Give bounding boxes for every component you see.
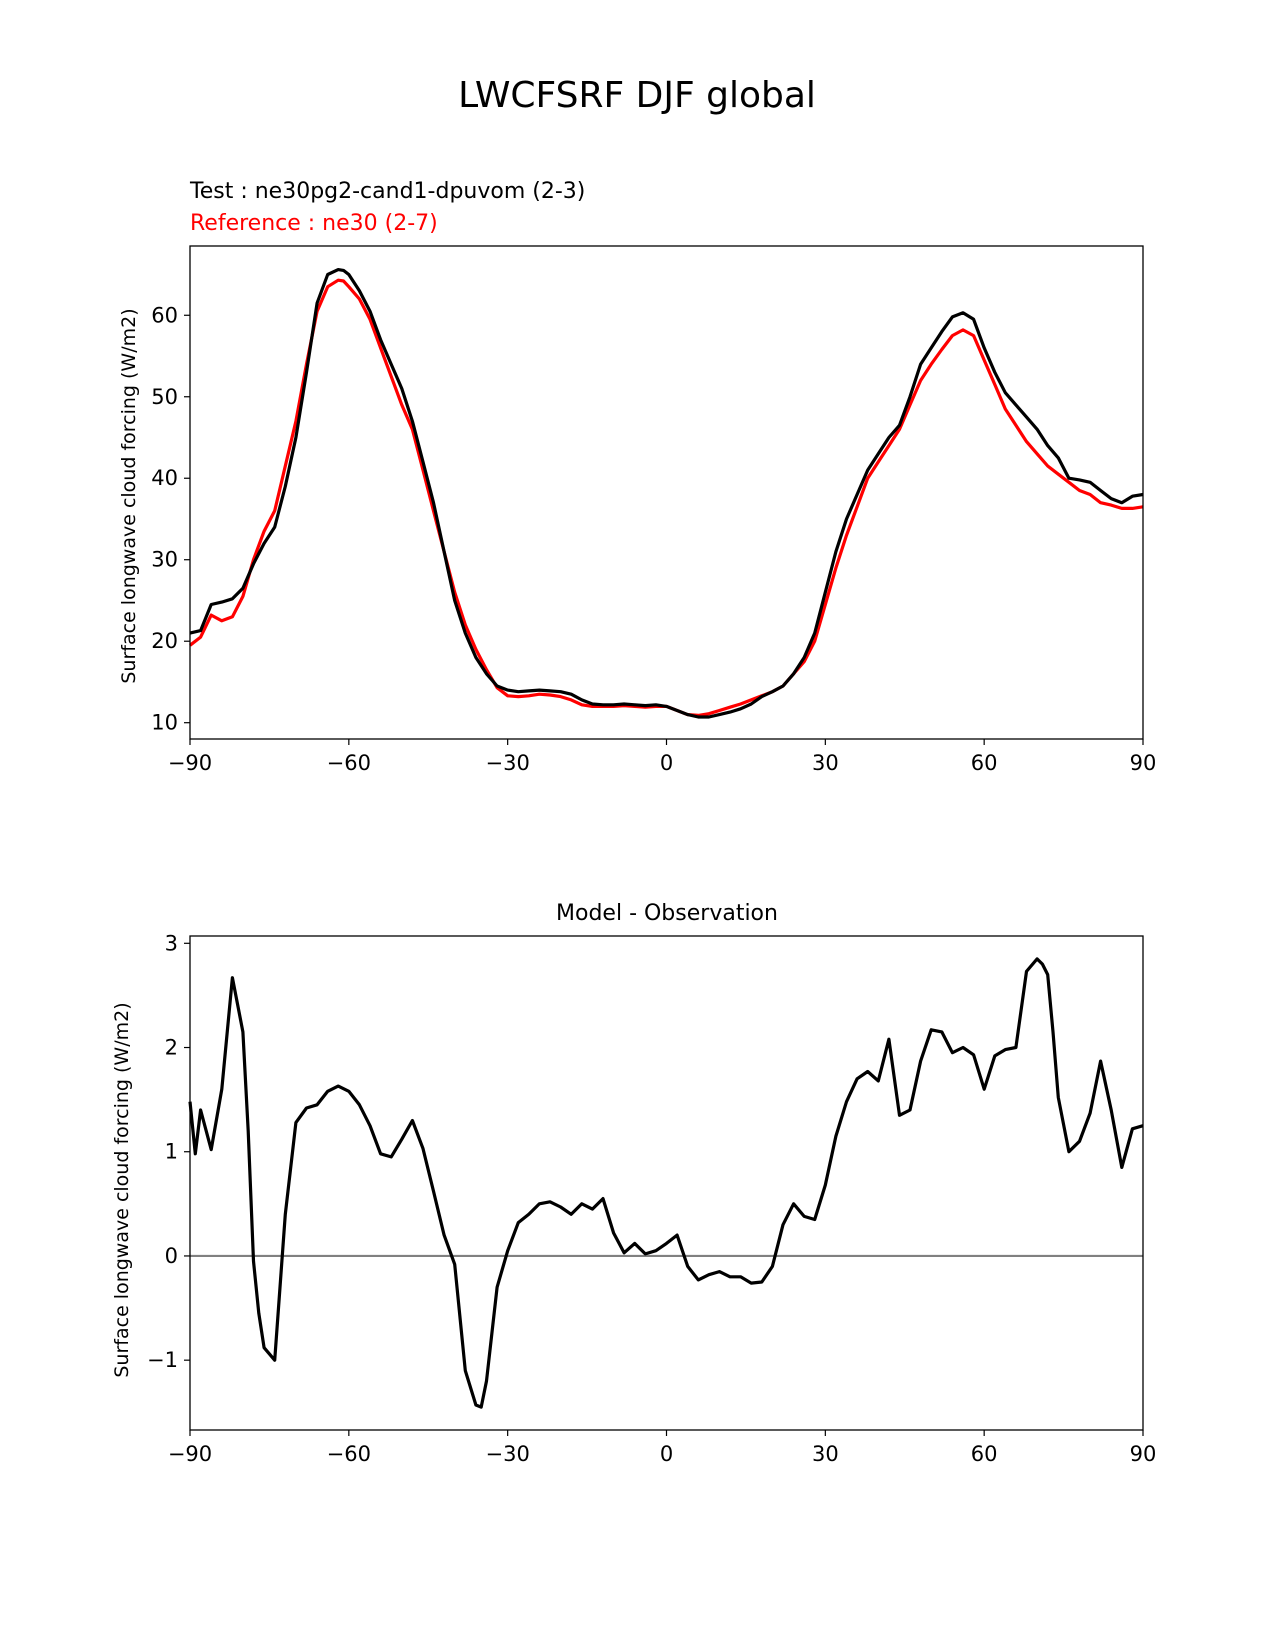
test-label: Test : ne30pg2-cand1-dpuvom (2-3) — [189, 179, 585, 204]
bottom-xtick-label: 30 — [812, 1442, 839, 1466]
bottom-series-model-observation — [188, 957, 1144, 1409]
top-panel: Test : ne30pg2-cand1-dpuvom (2-3) Refere… — [118, 179, 1156, 775]
top-ytick-label: 40 — [151, 466, 178, 490]
top-ytick-label: 20 — [151, 629, 178, 653]
bottom-xtick-label: −90 — [168, 1442, 212, 1466]
top-ticks: −90 −60 −30 0 30 60 90 10 20 30 40 50 60 — [151, 303, 1156, 775]
bottom-ticks: −90 −60 −30 0 30 60 90 −1 0 1 2 3 — [147, 931, 1156, 1466]
bottom-lines — [188, 957, 1144, 1409]
top-ylabel: Surface longwave cloud forcing (W/m2) — [118, 308, 140, 683]
top-xtick-label: −60 — [327, 751, 371, 775]
top-plot-frame — [189, 245, 1144, 740]
top-xtick-label: 30 — [812, 751, 839, 775]
bottom-ytick-label: 1 — [165, 1140, 178, 1164]
bottom-xtick-label: −60 — [327, 1442, 371, 1466]
bottom-plot-frame — [189, 935, 1144, 1431]
top-xtick-label: −90 — [168, 751, 212, 775]
reference-label: Reference : ne30 (2-7) — [190, 211, 438, 236]
bottom-title: Model - Observation — [556, 901, 778, 926]
bottom-ytick-label: 3 — [165, 931, 178, 955]
top-ytick-label: 30 — [151, 548, 178, 572]
top-ytick-label: 50 — [151, 385, 178, 409]
bottom-ytick-label: −1 — [147, 1348, 178, 1372]
top-xtick-label: 90 — [1130, 751, 1157, 775]
top-xtick-label: −30 — [486, 751, 530, 775]
bottom-xtick-label: 0 — [660, 1442, 673, 1466]
top-series-test — [189, 268, 1144, 719]
bottom-ytick-label: 2 — [165, 1036, 178, 1060]
bottom-xtick-label: 60 — [971, 1442, 998, 1466]
top-ytick-label: 10 — [151, 711, 178, 735]
bottom-ytick-label: 0 — [165, 1244, 178, 1268]
bottom-xtick-label: 90 — [1130, 1442, 1157, 1466]
figure-title: LWCFSRF DJF global — [458, 75, 816, 116]
bottom-ylabel: Surface longwave cloud forcing (W/m2) — [111, 1002, 133, 1377]
top-ytick-label: 60 — [151, 303, 178, 327]
bottom-xtick-label: −30 — [486, 1442, 530, 1466]
top-xtick-label: 0 — [660, 751, 673, 775]
top-xtick-label: 60 — [971, 751, 998, 775]
bottom-panel: Model - Observation Surface longwave clo… — [111, 901, 1156, 1466]
top-lines — [189, 268, 1144, 719]
